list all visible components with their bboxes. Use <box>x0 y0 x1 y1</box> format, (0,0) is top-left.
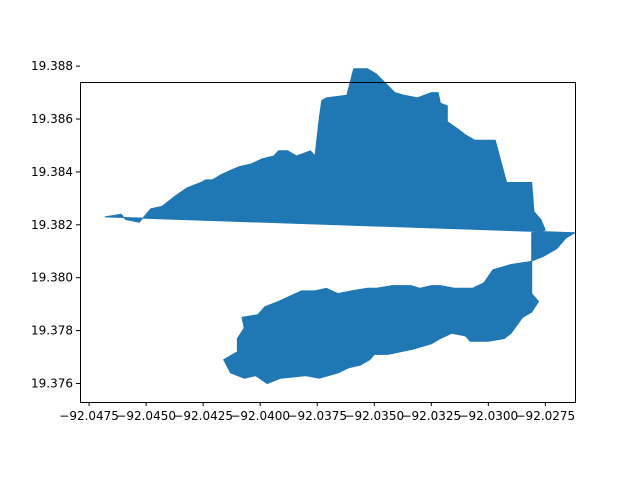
y-tick-label: 19.380 <box>31 271 73 285</box>
x-tick-label: −92.0300 <box>458 409 518 423</box>
x-tick-label: −92.0375 <box>287 409 347 423</box>
axes-frame <box>80 82 576 403</box>
y-axis-ticks: 19.376 19.378 19.380 19.382 19.384 19.386 19.3… <box>31 59 80 390</box>
x-tick-label: −92.0450 <box>116 409 176 423</box>
y-tick-label: 19.378 <box>31 324 73 338</box>
x-axis-ticks: −92.0475−92.0450−92.0425−92.0400−92.0375… <box>59 402 575 423</box>
x-tick-label: −92.0325 <box>401 409 461 423</box>
region-shape-layer <box>104 68 576 384</box>
y-tick-label: 19.384 <box>31 165 73 179</box>
y-tick-label: 19.388 <box>31 59 73 73</box>
x-tick-label: −92.0275 <box>516 409 576 423</box>
x-tick-label: −92.0400 <box>230 409 290 423</box>
y-tick-label: 19.376 <box>31 376 73 390</box>
x-tick-label: −92.0475 <box>59 409 119 423</box>
y-tick-label: 19.382 <box>31 218 73 232</box>
x-tick-label: −92.0425 <box>173 409 233 423</box>
x-tick-label: −92.0350 <box>344 409 404 423</box>
region-polygon-0-0 <box>104 68 576 384</box>
y-tick-label: 19.386 <box>31 112 73 126</box>
